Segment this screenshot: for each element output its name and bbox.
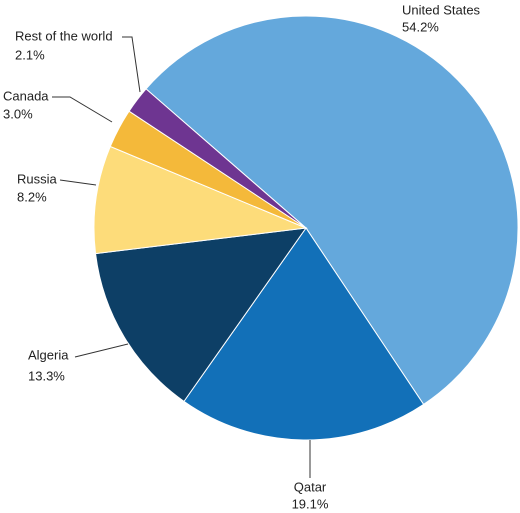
slice-value-label: 54.2% [402, 19, 439, 34]
pie-slice [145, 15, 519, 406]
slice-label: Algeria [28, 347, 69, 362]
leader-line [122, 36, 141, 93]
pie-slice [128, 88, 307, 229]
leader-line [52, 96, 113, 123]
pie-slice [93, 145, 308, 255]
slice-value-label: 19.1% [292, 496, 329, 511]
slice-label: Qatar [294, 479, 327, 494]
slice-value-label: 13.3% [28, 368, 65, 383]
slice-label: United States [402, 2, 481, 17]
slice-value-label: 8.2% [17, 189, 47, 204]
pie-slice [94, 227, 308, 403]
pie-slice [183, 227, 425, 441]
leader-line [59, 179, 97, 186]
slice-label: Canada [3, 88, 49, 103]
leader-line [74, 343, 129, 358]
slice-value-label: 3.0% [3, 106, 33, 121]
slice-value-label: 2.1% [15, 47, 45, 62]
slice-label: Rest of the world [15, 28, 113, 43]
slice-label: Russia [17, 171, 58, 186]
